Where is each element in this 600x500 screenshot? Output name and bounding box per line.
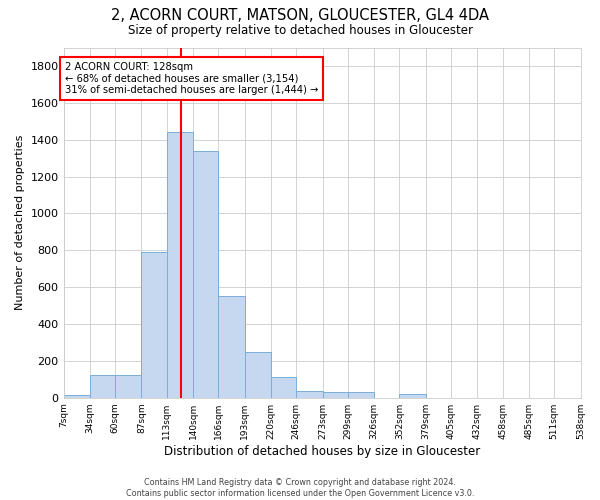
Bar <box>167 132 193 398</box>
Bar <box>90 374 115 398</box>
Bar <box>348 392 374 398</box>
Bar <box>193 150 218 398</box>
Text: Contains HM Land Registry data © Crown copyright and database right 2024.
Contai: Contains HM Land Registry data © Crown c… <box>126 478 474 498</box>
Bar <box>218 296 245 398</box>
Bar <box>245 352 271 398</box>
Bar <box>271 378 296 398</box>
X-axis label: Distribution of detached houses by size in Gloucester: Distribution of detached houses by size … <box>164 444 480 458</box>
Bar <box>142 252 167 398</box>
Y-axis label: Number of detached properties: Number of detached properties <box>15 135 25 310</box>
Text: 2, ACORN COURT, MATSON, GLOUCESTER, GL4 4DA: 2, ACORN COURT, MATSON, GLOUCESTER, GL4 … <box>111 8 489 22</box>
Text: Size of property relative to detached houses in Gloucester: Size of property relative to detached ho… <box>128 24 473 37</box>
Text: 2 ACORN COURT: 128sqm
← 68% of detached houses are smaller (3,154)
31% of semi-d: 2 ACORN COURT: 128sqm ← 68% of detached … <box>65 62 318 96</box>
Bar <box>323 392 348 398</box>
Bar <box>400 394 426 398</box>
Bar <box>296 392 323 398</box>
Bar <box>115 374 142 398</box>
Bar <box>64 395 90 398</box>
